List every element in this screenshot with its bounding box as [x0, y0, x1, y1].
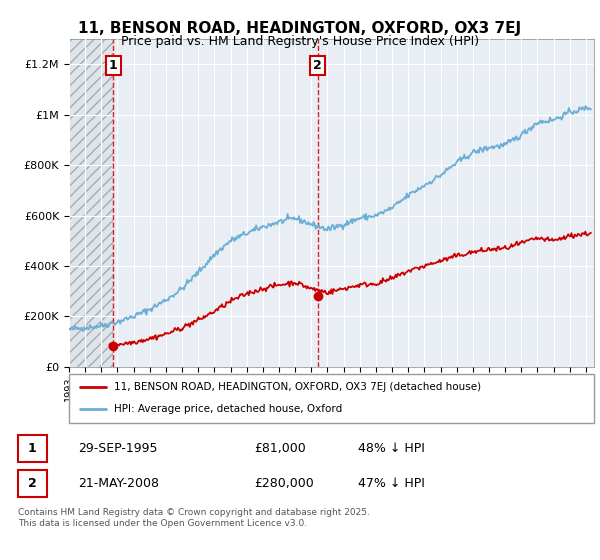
- FancyBboxPatch shape: [69, 374, 594, 423]
- Text: 1: 1: [109, 59, 118, 72]
- Text: £280,000: £280,000: [254, 477, 314, 490]
- Text: 11, BENSON ROAD, HEADINGTON, OXFORD, OX3 7EJ (detached house): 11, BENSON ROAD, HEADINGTON, OXFORD, OX3…: [113, 382, 481, 392]
- Text: 47% ↓ HPI: 47% ↓ HPI: [358, 477, 424, 490]
- Text: 11, BENSON ROAD, HEADINGTON, OXFORD, OX3 7EJ: 11, BENSON ROAD, HEADINGTON, OXFORD, OX3…: [79, 21, 521, 36]
- Text: £81,000: £81,000: [254, 442, 305, 455]
- Bar: [69, 39, 113, 367]
- Text: Contains HM Land Registry data © Crown copyright and database right 2025.
This d: Contains HM Land Registry data © Crown c…: [18, 508, 370, 528]
- Text: 48% ↓ HPI: 48% ↓ HPI: [358, 442, 424, 455]
- Text: 29-SEP-1995: 29-SEP-1995: [78, 442, 158, 455]
- FancyBboxPatch shape: [18, 470, 47, 497]
- Text: 1: 1: [28, 442, 37, 455]
- Text: HPI: Average price, detached house, Oxford: HPI: Average price, detached house, Oxfo…: [113, 404, 342, 414]
- Text: 21-MAY-2008: 21-MAY-2008: [78, 477, 159, 490]
- Text: 2: 2: [313, 59, 322, 72]
- Text: 2: 2: [28, 477, 37, 490]
- FancyBboxPatch shape: [18, 436, 47, 462]
- Text: Price paid vs. HM Land Registry's House Price Index (HPI): Price paid vs. HM Land Registry's House …: [121, 35, 479, 48]
